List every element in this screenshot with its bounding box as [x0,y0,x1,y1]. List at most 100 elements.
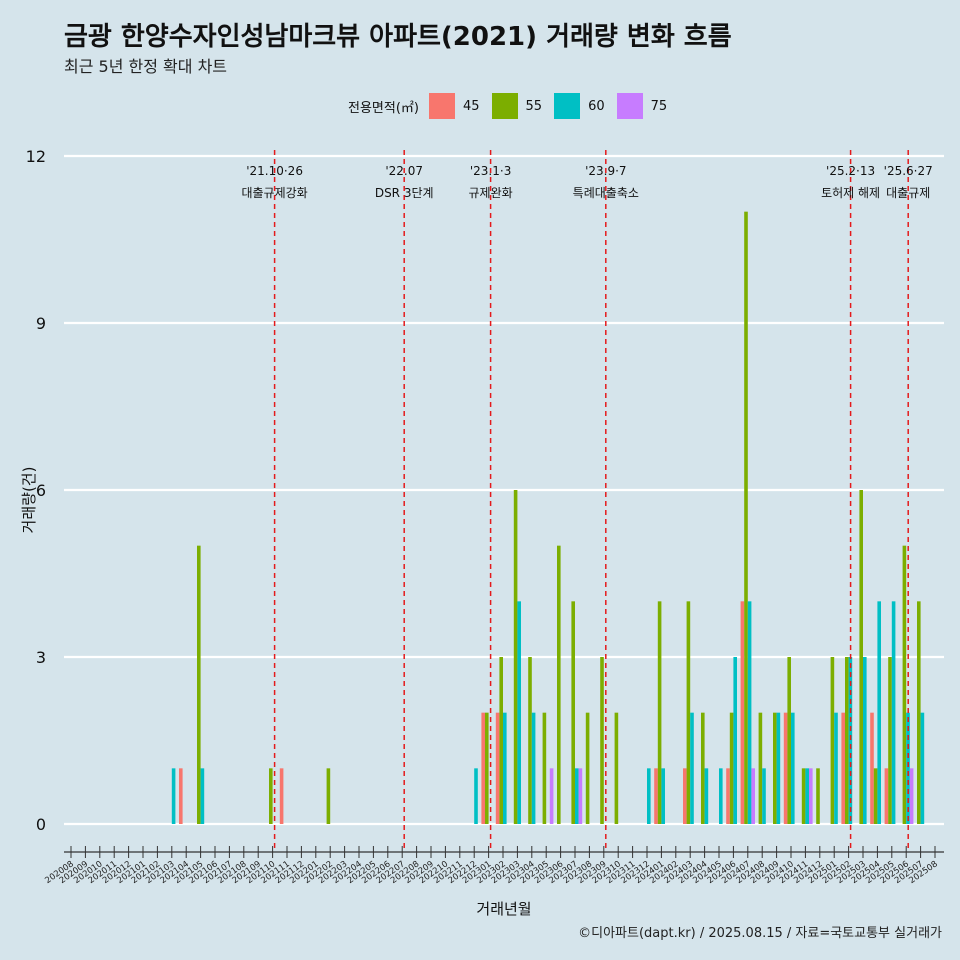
bar-60-202411 [805,768,809,824]
bar-45-202401 [654,768,658,824]
bar-55-202306 [557,545,561,824]
bar-60-202504 [877,601,881,824]
bar-60-202304 [531,712,536,824]
bar-55-202303 [513,490,518,824]
bar-45-202504 [870,712,874,824]
y-tick-label: 9 [36,314,46,333]
y-axis-title: 거래량(건) [20,467,38,534]
bar-60-202505 [891,601,896,824]
bar-60-202403 [690,712,694,824]
bar-55-202105 [197,545,201,824]
y-tick-label: 0 [36,815,46,834]
bar-60-202404 [704,768,709,824]
bar-60-202307 [575,768,579,824]
bar-60-202302 [503,712,507,824]
y-tick-label: 6 [36,481,46,500]
bar-45-202502 [841,712,845,824]
axis-titles: 거래년월 거래량(건) [20,467,532,918]
legend-title: 전용면적(㎡) [348,100,419,116]
bar-55-202301 [485,712,489,824]
bar-55-202406 [729,712,734,824]
bar-75-202305 [549,768,554,824]
bar-55-202410 [787,657,791,824]
bar-60-202312 [647,768,651,824]
legend-item-60: 60 [554,93,605,119]
bar-60-202502 [848,657,853,824]
legend-item-75: 75 [616,93,667,119]
bar-60-202408 [762,768,766,824]
legend-swatch-55 [491,93,518,119]
chart-title: 금광 한양수자인성남마크뷰 아파트(2021) 거래량 변화 흐름 [64,22,732,52]
legend-label-45: 45 [462,98,480,114]
bar-45-202407 [740,601,745,824]
annotation-date: '25.6·27 [884,164,933,178]
bar-55-202401 [657,601,662,824]
legend-label-55: 55 [525,98,543,114]
x-axis-title: 거래년월 [476,900,531,918]
bar-60-202507 [920,712,925,824]
bar-45-202301 [481,712,485,824]
bar-55-202503 [859,490,863,824]
bar-75-202411 [809,768,813,824]
bar-60-202506 [906,712,910,824]
annotation-label: 특례대출축소 [573,186,639,200]
legend-item-55: 55 [491,93,543,119]
bar-55-202408 [758,712,763,824]
bar-75-202307 [578,768,583,824]
annotation-date: '21.10·26 [246,164,303,178]
legend-item-45: 45 [428,93,480,119]
bar-60-202212 [474,768,478,824]
bar-55-202412 [816,768,820,824]
bar-55-202307 [571,601,575,824]
bar-55-202501 [830,657,835,824]
annotations: '21.10·26 대출규제강화 '22.07 DSR 3단계 '23.1·3 규제완화 '… [241,150,933,852]
annotation-label: 대출규제강화 [241,186,307,200]
bar-60-202103 [171,768,176,824]
bars [171,211,925,824]
annotation-date: '23.9·7 [585,164,626,178]
bar-55-202308 [585,712,590,824]
bar-55-202411 [801,768,806,824]
bar-45-202406 [726,768,730,824]
bar-55-202309 [600,657,604,824]
legend-swatch-75 [616,93,643,119]
bar-55-202403 [686,601,691,824]
bar-55-202305 [542,712,547,824]
chart-subtitle: 최근 5년 한정 확대 차트 [64,57,228,76]
bar-55-202304 [528,657,532,824]
bar-60-202503 [863,657,867,824]
bar-55-202506 [902,545,907,824]
bar-45-202104 [179,768,183,824]
annotation-label: 토허제 해제 [821,186,880,200]
bar-55-202302 [499,657,503,824]
bar-60-202501 [834,712,838,824]
y-axis: 0 3 6 9 12 [26,147,46,834]
bar-45-202111 [279,768,284,824]
bar-60-202409 [776,712,781,824]
bar-60-202105 [200,768,205,824]
annotation-date: '23.1·3 [470,164,511,178]
bar-55-202202 [326,768,331,824]
bar-55-202110 [269,768,273,824]
x-axis: 2020082020092020102020112020122021012021… [43,846,944,886]
bar-55-202505 [888,657,892,824]
bar-60-202406 [733,657,737,824]
bar-55-202409 [773,712,777,824]
y-tick-label: 12 [26,147,46,166]
bar-55-202407 [744,211,748,824]
bar-60-202303 [517,601,521,824]
caption: ©디아파트(dapt.kr) / 2025.08.15 / 자료=국토교통부 실… [578,926,942,941]
bar-60-202410 [791,712,795,824]
bar-55-202502 [845,657,849,824]
bar-45-202505 [884,768,889,824]
legend-label-60: 60 [588,98,605,114]
bar-60-202401 [661,768,665,824]
bar-45-202403 [683,768,687,824]
bar-55-202404 [701,712,705,824]
bar-55-202507 [917,601,921,824]
grid-lines [64,154,944,826]
bar-75-202506 [909,768,914,824]
bar-60-202405 [719,768,723,824]
bar-45-202410 [783,712,788,824]
